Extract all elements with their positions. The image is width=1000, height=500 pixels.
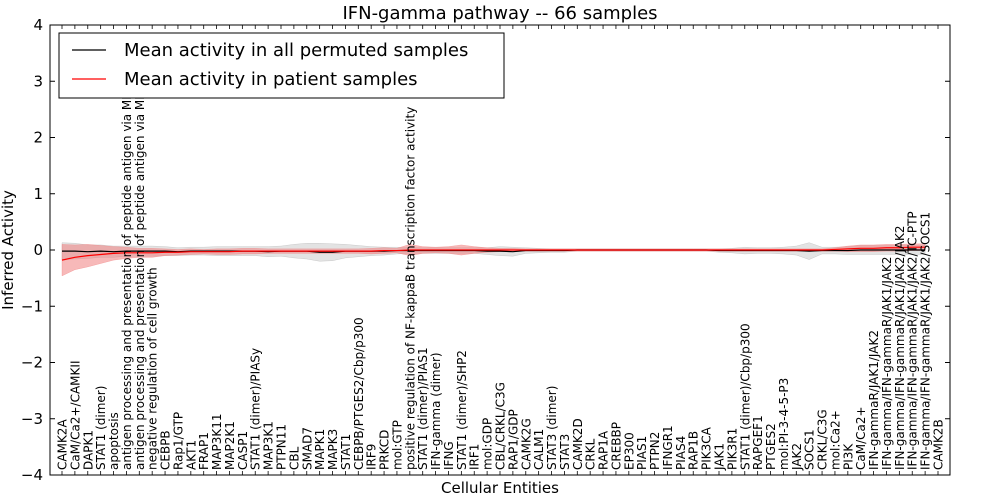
entity-label: PIK3CA bbox=[700, 426, 714, 470]
entity-label: CaM/Ca2+/CAMKII bbox=[68, 361, 82, 470]
entity-label: MAP3K11 bbox=[210, 413, 224, 470]
entity-label: IFNGR1 bbox=[661, 425, 675, 470]
entity-label: MAPK3 bbox=[326, 429, 340, 470]
entity-label: PI3K bbox=[841, 443, 855, 470]
legend-label-patient: Mean activity in patient samples bbox=[124, 69, 418, 90]
entity-label: CAMK2B bbox=[932, 419, 946, 470]
entity-label: STAT1 (dimer)/Cbp/p300 bbox=[738, 323, 752, 470]
entity-label: CBL/CRKL/C3G bbox=[494, 382, 508, 470]
entity-label: EP300 bbox=[622, 432, 636, 470]
chart-title: IFN-gamma pathway -- 66 samples bbox=[342, 3, 657, 24]
entity-label: RAPGEF1 bbox=[751, 415, 765, 470]
entity-label: RAP1A bbox=[597, 430, 611, 470]
entity-label: negative regulation of cell growth bbox=[146, 267, 160, 470]
entity-label: IRF1 bbox=[468, 444, 482, 470]
entity-label: STAT1 (dimer)/SHP2 bbox=[455, 350, 469, 470]
entity-label: CALM1 bbox=[532, 429, 546, 470]
entity-label: SOCS1 bbox=[803, 429, 817, 470]
entity-label: STAT1 (dimer)/PIASy bbox=[249, 348, 263, 470]
entity-label: CRKL/C3G bbox=[816, 409, 830, 470]
entity-label: DAPK1 bbox=[81, 430, 95, 470]
entity-label: CAMK2A bbox=[56, 419, 70, 470]
entity-label: mol:GDP bbox=[481, 418, 495, 470]
entity-label: CaM/Ca2+ bbox=[854, 406, 868, 470]
entity-label: IRF9 bbox=[365, 444, 379, 470]
entity-label: JAK2 bbox=[790, 443, 804, 471]
entity-label: STAT3 (dimer) bbox=[545, 386, 559, 470]
y-tick-label: 1 bbox=[33, 185, 43, 203]
entity-label: FRAP1 bbox=[197, 432, 211, 470]
entity-label: MAP2K1 bbox=[223, 421, 237, 470]
entity-label: mol:Ca2+ bbox=[828, 410, 842, 470]
entity-label: STAT3 bbox=[558, 434, 572, 470]
x-axis-title: Cellular Entities bbox=[441, 479, 559, 497]
entity-label: STAT1 (dimer) bbox=[94, 386, 108, 470]
y-tick-label: 2 bbox=[33, 129, 43, 147]
entity-label: CBL bbox=[287, 446, 301, 470]
entity-label: AKT1 bbox=[184, 440, 198, 470]
entity-label: mol:PI-3-4-5-P3 bbox=[777, 378, 791, 470]
entity-label: PTGES2 bbox=[764, 423, 778, 470]
entity-label: CRKL bbox=[584, 438, 598, 470]
legend: Mean activity in all permuted samples Me… bbox=[58, 32, 505, 99]
entity-label: IFN-gammaR/JAK1/JAK2 bbox=[867, 330, 881, 470]
y-tick-label: −2 bbox=[21, 354, 43, 372]
entity-label: CEBPB/PTGES2/Cbp/p300 bbox=[352, 317, 366, 470]
entity-label: PTPN2 bbox=[648, 432, 662, 470]
entity-label: antigen processing and presentation of p… bbox=[133, 38, 147, 470]
entity-label: PIAS1 bbox=[635, 436, 649, 470]
entity-label: PIAS4 bbox=[674, 436, 688, 470]
entity-label: IFN-gamma/IFN-gammaR/JAK1/JAK2/TC-PTP bbox=[906, 211, 920, 470]
y-tick-label: −3 bbox=[21, 410, 43, 428]
entity-label: MAPK1 bbox=[313, 429, 327, 470]
entity-label: antigen processing and presentation of p… bbox=[120, 41, 134, 470]
entity-label: Rap1/GTP bbox=[171, 412, 185, 470]
entity-label: PRKCD bbox=[378, 430, 392, 470]
entity-label: CEBPB bbox=[159, 430, 173, 470]
entity-label: CREBBP bbox=[609, 422, 623, 470]
entity-label: IFN-gamma/IFN-gammaR/JAK1/JAK2 bbox=[880, 257, 894, 470]
y-tick-label: −4 bbox=[21, 466, 43, 484]
legend-box bbox=[58, 32, 505, 99]
x-axis-ticks bbox=[61, 25, 939, 475]
y-tick-label: 3 bbox=[33, 72, 43, 90]
entity-label: mol:GTP bbox=[390, 420, 404, 470]
entity-label: IFNG bbox=[442, 441, 456, 470]
entity-label: STAT1 bbox=[339, 434, 353, 470]
entity-label: IFN-gamma (dimer) bbox=[429, 352, 443, 470]
entity-label: CAMK2G bbox=[519, 418, 533, 470]
entity-label: PIK3R1 bbox=[725, 428, 739, 470]
entity-label: RAP1/GDP bbox=[506, 409, 520, 470]
legend-label-permuted: Mean activity in all permuted samples bbox=[124, 40, 468, 61]
series-lines bbox=[61, 246, 926, 261]
entity-label: IFN-gamma/IFN-gammaR/JAK1/JAK2/JAK2 bbox=[893, 225, 907, 470]
y-tick-label: 4 bbox=[33, 16, 43, 34]
series-line-patient bbox=[61, 246, 926, 261]
entity-label: CASP1 bbox=[236, 431, 250, 470]
entity-label: RAP1B bbox=[687, 431, 701, 470]
entity-label: MAP3K1 bbox=[262, 421, 276, 470]
entity-label: PTPN11 bbox=[275, 424, 289, 470]
entity-label: STAT1 (dimer)/PIAS1 bbox=[416, 347, 430, 470]
y-tick-label: 0 bbox=[33, 241, 43, 259]
entity-label: IFN-gamma/IFN-gammaR/JAK1/JAK2/SOCS1 bbox=[919, 212, 933, 470]
entity-label: apoptosis bbox=[107, 412, 121, 470]
entity-label: CAMK2D bbox=[571, 418, 585, 470]
y-axis-ticks: −4 −3 −2 −1 0 1 2 3 4 bbox=[21, 16, 950, 484]
entity-label: JAK1 bbox=[713, 443, 727, 471]
entity-label: positive regulation of NF-kappaB transcr… bbox=[403, 107, 417, 470]
y-axis-title: Inferred Activity bbox=[0, 190, 17, 310]
y-tick-label: −1 bbox=[21, 297, 43, 315]
entity-label: SMAD7 bbox=[300, 427, 314, 470]
